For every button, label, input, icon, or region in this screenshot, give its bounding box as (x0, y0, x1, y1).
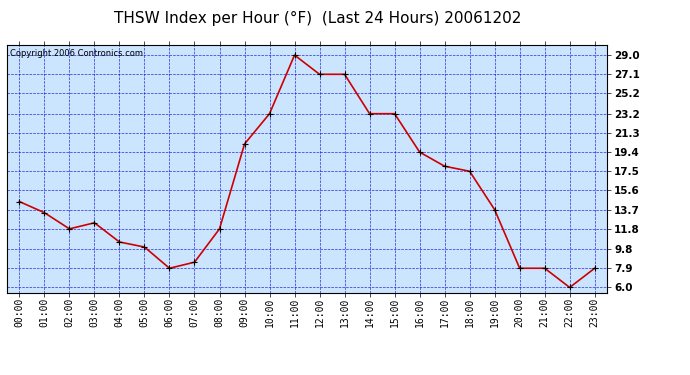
Text: THSW Index per Hour (°F)  (Last 24 Hours) 20061202: THSW Index per Hour (°F) (Last 24 Hours)… (114, 11, 521, 26)
Text: Copyright 2006 Contronics.com: Copyright 2006 Contronics.com (10, 49, 143, 58)
